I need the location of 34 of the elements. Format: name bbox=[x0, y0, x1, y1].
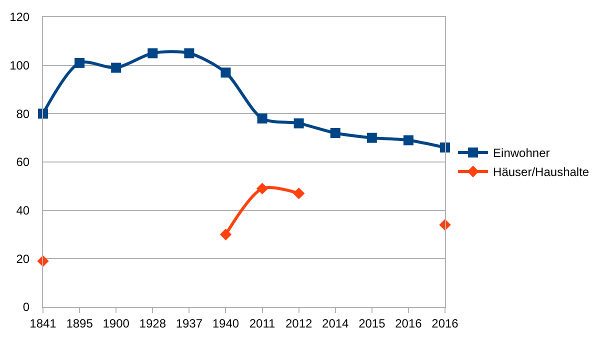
x-tick-label: 1940 bbox=[212, 316, 240, 330]
y-tick-label: 40 bbox=[16, 204, 30, 218]
x-tick-label: 2014 bbox=[322, 316, 350, 330]
point bbox=[403, 135, 414, 146]
y-tick-label: 0 bbox=[22, 300, 30, 314]
point bbox=[330, 128, 340, 138]
y-tick-label: 100 bbox=[10, 58, 30, 73]
point bbox=[294, 118, 304, 128]
point bbox=[440, 142, 450, 152]
legend-label: Häuser/Haushalte bbox=[493, 165, 590, 180]
point bbox=[111, 62, 122, 73]
point bbox=[148, 48, 158, 58]
point bbox=[257, 114, 268, 124]
point bbox=[184, 48, 194, 58]
x-tick-label: 1900 bbox=[102, 316, 130, 330]
x-tick-label: 2016 bbox=[432, 316, 459, 330]
x-tick-label: 2011 bbox=[249, 316, 276, 330]
point bbox=[439, 218, 451, 231]
x-tick-label: 2012 bbox=[285, 316, 312, 330]
x-tick-label: 1928 bbox=[139, 316, 166, 330]
y-tick-label: 80 bbox=[16, 106, 30, 121]
point bbox=[366, 132, 377, 143]
y-tick-label: 120 bbox=[10, 10, 30, 24]
y-tick-label: 60 bbox=[16, 155, 30, 170]
legend-label: Einwohner bbox=[493, 146, 550, 160]
x-tick-label: 1895 bbox=[66, 316, 94, 330]
x-tick-label: 1937 bbox=[176, 316, 203, 330]
point bbox=[74, 58, 85, 68]
x-tick-label: 2015 bbox=[358, 316, 386, 330]
y-tick-label: 20 bbox=[16, 252, 30, 266]
point bbox=[220, 68, 231, 78]
point bbox=[38, 108, 48, 119]
x-tick-label: 1841 bbox=[30, 316, 57, 330]
x-tick-label: 2016 bbox=[395, 316, 422, 330]
